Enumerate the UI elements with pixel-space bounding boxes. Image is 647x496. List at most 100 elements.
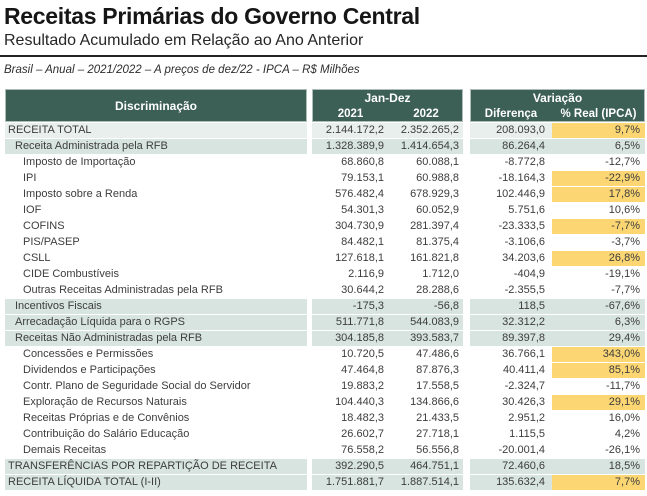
value-2021: 47.464,8 bbox=[312, 363, 389, 378]
value-2022: 21.433,5 bbox=[389, 411, 463, 426]
table-row: Imposto de Importação 68.860,8 60.088,1 … bbox=[5, 155, 645, 170]
value-real-percent: 7,7% bbox=[552, 475, 645, 490]
row-label: Exploração de Recursos Naturais bbox=[5, 395, 307, 410]
column-header-real-percent: % Real (IPCA) bbox=[560, 108, 637, 120]
page-subtitle: Resultado Acumulado em Relação ao Ano An… bbox=[4, 32, 364, 49]
value-2022: 281.397,4 bbox=[389, 219, 463, 234]
row-label: Concessões e Permissões bbox=[5, 347, 307, 362]
column-gap bbox=[463, 299, 470, 314]
value-real-percent: 17,8% bbox=[552, 187, 645, 202]
value-2021: 54.301,3 bbox=[312, 203, 389, 218]
row-label: Incentivos Fiscais bbox=[5, 299, 307, 314]
value-real-percent: 26,8% bbox=[552, 251, 645, 266]
value-2021: 127.618,1 bbox=[312, 251, 389, 266]
value-2021: 304.185,8 bbox=[312, 331, 389, 346]
column-header-difference: Diferença bbox=[484, 108, 538, 120]
table-row: Receita Administrada pela RFB 1.328.389,… bbox=[5, 139, 645, 154]
value-difference: -18.164,3 bbox=[470, 171, 552, 186]
value-difference: 30.426,3 bbox=[470, 395, 552, 410]
value-real-percent: 18,5% bbox=[552, 459, 645, 474]
value-difference: -2.355,5 bbox=[470, 283, 552, 298]
value-2022: 678.929,3 bbox=[389, 187, 463, 202]
value-difference: 2.951,2 bbox=[470, 411, 552, 426]
value-real-percent: -22,9% bbox=[552, 171, 645, 186]
row-label: Dividendos e Participações bbox=[5, 363, 307, 378]
column-gap bbox=[463, 379, 470, 394]
column-group-variation: Variação Diferença % Real (IPCA) bbox=[470, 89, 645, 122]
value-real-percent: 29,4% bbox=[552, 331, 645, 346]
value-2021: -175,3 bbox=[312, 299, 389, 314]
value-real-percent: 6,3% bbox=[552, 315, 645, 330]
row-label: RECEITA TOTAL bbox=[5, 123, 307, 138]
value-real-percent: -11,7% bbox=[552, 379, 645, 394]
row-label: COFINS bbox=[5, 219, 307, 234]
value-difference: 118,5 bbox=[470, 299, 552, 314]
value-difference: 102.446,9 bbox=[470, 187, 552, 202]
column-gap bbox=[463, 363, 470, 378]
table-row: Dividendos e Participações 47.464,8 87.8… bbox=[5, 363, 645, 378]
row-label: Demais Receitas bbox=[5, 443, 307, 458]
value-2022: 60.052,9 bbox=[389, 203, 463, 218]
row-label: Imposto sobre a Renda bbox=[5, 187, 307, 202]
value-difference: -404,9 bbox=[470, 267, 552, 282]
row-label: PIS/PASEP bbox=[5, 235, 307, 250]
value-2022: 1.414.654,3 bbox=[389, 139, 463, 154]
value-2021: 30.644,2 bbox=[312, 283, 389, 298]
value-2022: 47.486,6 bbox=[389, 347, 463, 362]
column-gap bbox=[463, 123, 470, 138]
row-label: Outras Receitas Administradas pela RFB bbox=[5, 283, 307, 298]
value-2021: 576.482,4 bbox=[312, 187, 389, 202]
column-gap bbox=[463, 235, 470, 250]
value-2022: 60.088,1 bbox=[389, 155, 463, 170]
value-real-percent: 343,0% bbox=[552, 347, 645, 362]
table-row: Arrecadação Líquida para o RGPS 511.771,… bbox=[5, 315, 645, 330]
revenue-table: Discriminação Jan-Dez 2021 2022 Variação… bbox=[5, 89, 645, 490]
value-difference: -2.324,7 bbox=[470, 379, 552, 394]
table-row: Receitas Não Administradas pela RFB 304.… bbox=[5, 331, 645, 346]
table-row: RECEITA LÍQUIDA TOTAL (I-II) 1.751.881,7… bbox=[5, 475, 645, 490]
column-group-jan-dez: Jan-Dez 2021 2022 bbox=[312, 89, 463, 122]
value-2021: 511.771,8 bbox=[312, 315, 389, 330]
value-real-percent: 9,7% bbox=[552, 123, 645, 138]
value-difference: 36.766,1 bbox=[470, 347, 552, 362]
column-header-discrimination: Discriminação bbox=[5, 89, 307, 122]
value-2022: 27.718,1 bbox=[389, 427, 463, 442]
table-header: Discriminação Jan-Dez 2021 2022 Variação… bbox=[5, 89, 645, 122]
column-gap bbox=[463, 171, 470, 186]
column-gap bbox=[463, 283, 470, 298]
column-gap bbox=[463, 395, 470, 410]
value-2021: 392.290,5 bbox=[312, 459, 389, 474]
table-row: RECEITA TOTAL 2.144.172,2 2.352.265,2 20… bbox=[5, 123, 645, 138]
value-2022: 87.876,3 bbox=[389, 363, 463, 378]
source-note: Brasil – Anual – 2021/2022 – A preços de… bbox=[4, 64, 360, 76]
table-row: Outras Receitas Administradas pela RFB 3… bbox=[5, 283, 645, 298]
table-body: RECEITA TOTAL 2.144.172,2 2.352.265,2 20… bbox=[5, 123, 645, 490]
value-2022: 1.712,0 bbox=[389, 267, 463, 282]
value-difference: 34.203,6 bbox=[470, 251, 552, 266]
table-row: Demais Receitas 76.558,2 56.556,8 -20.00… bbox=[5, 443, 645, 458]
row-label: CIDE Combustíveis bbox=[5, 267, 307, 282]
value-2022: 56.556,8 bbox=[389, 443, 463, 458]
column-gap bbox=[463, 443, 470, 458]
value-2021: 2.144.172,2 bbox=[312, 123, 389, 138]
group-label-variation: Variação bbox=[532, 90, 583, 105]
row-label: CSLL bbox=[5, 251, 307, 266]
value-real-percent: 29,1% bbox=[552, 395, 645, 410]
value-2021: 79.153,1 bbox=[312, 171, 389, 186]
table-row: IOF 54.301,3 60.052,9 5.751,6 10,6% bbox=[5, 203, 645, 218]
table-row: Contr. Plano de Seguridade Social do Ser… bbox=[5, 379, 645, 394]
row-label: Contr. Plano de Seguridade Social do Ser… bbox=[5, 379, 307, 394]
column-gap bbox=[463, 187, 470, 202]
value-2021: 1.328.389,9 bbox=[312, 139, 389, 154]
subheaders-variation: Diferença % Real (IPCA) bbox=[470, 106, 645, 122]
table-row: Receitas Próprias e de Convênios 18.482,… bbox=[5, 411, 645, 426]
table-row: Imposto sobre a Renda 576.482,4 678.929,… bbox=[5, 187, 645, 202]
column-gap bbox=[463, 411, 470, 426]
column-gap bbox=[463, 155, 470, 170]
column-gap bbox=[463, 219, 470, 234]
value-difference: 32.312,2 bbox=[470, 315, 552, 330]
value-2021: 84.482,1 bbox=[312, 235, 389, 250]
value-difference: 86.264,4 bbox=[470, 139, 552, 154]
column-gap bbox=[463, 427, 470, 442]
value-2022: 2.352.265,2 bbox=[389, 123, 463, 138]
